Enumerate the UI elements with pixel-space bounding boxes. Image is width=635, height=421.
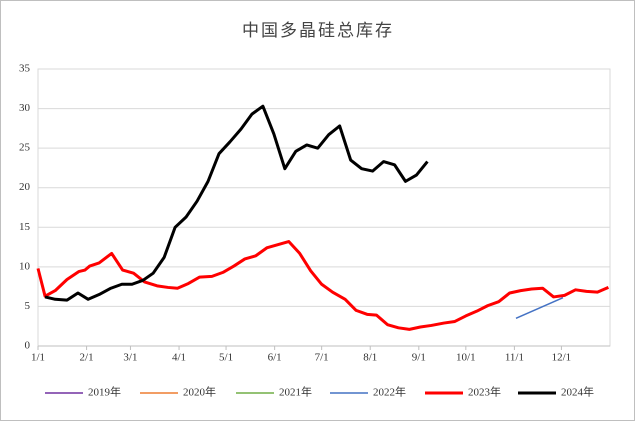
x-tick-label: 9/1 — [412, 352, 426, 364]
x-tick-label: 1/1 — [31, 352, 45, 364]
series-line — [44, 104, 429, 302]
legend-label: 2021年 — [279, 385, 312, 399]
x-tick-label: 4/1 — [172, 352, 186, 364]
y-tick-label: 35 — [19, 63, 31, 75]
x-tick-label: 7/1 — [315, 352, 329, 364]
series-line — [515, 297, 564, 319]
y-tick-label: 15 — [19, 221, 31, 233]
x-tick-label: 2/1 — [80, 352, 94, 364]
y-tick-label: 5 — [25, 300, 31, 312]
y-tick-label: 30 — [19, 102, 31, 114]
legend-label: 2022年 — [373, 385, 406, 399]
x-tick-label: 6/1 — [268, 352, 282, 364]
x-tick-label: 3/1 — [123, 352, 137, 364]
x-tick-label: 12/1 — [552, 352, 572, 364]
legend-label: 2019年 — [88, 385, 121, 399]
legend-label: 2023年 — [468, 385, 501, 399]
x-tick-label: 10/1 — [456, 352, 476, 364]
legend-label: 2024年 — [561, 385, 594, 399]
x-tick-label: 5/1 — [219, 352, 233, 364]
x-tick-label: 8/1 — [363, 352, 377, 364]
y-tick-label: 20 — [19, 181, 31, 193]
legend-label: 2020年 — [183, 385, 216, 399]
y-tick-label: 10 — [19, 260, 31, 272]
y-tick-label: 25 — [19, 142, 31, 154]
chart-title: 中国多晶硅总库存 — [242, 21, 394, 40]
x-tick-label: 11/1 — [505, 352, 524, 364]
y-tick-label: 0 — [25, 340, 31, 352]
series-line — [36, 240, 610, 331]
